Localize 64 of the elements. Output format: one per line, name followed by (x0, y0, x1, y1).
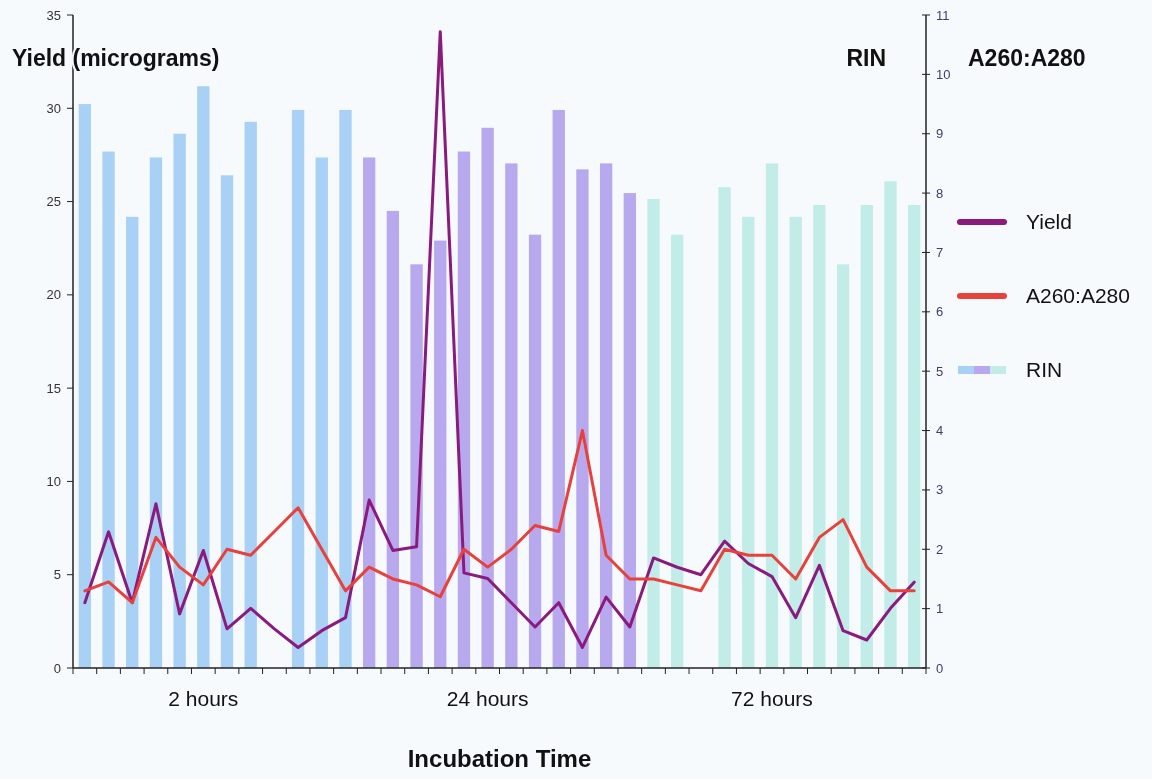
y2-tick-label: 5 (936, 363, 944, 379)
y-tick-label: 5 (53, 567, 61, 583)
y-tick-label: 20 (46, 287, 61, 303)
line-series (83, 429, 916, 605)
bar (647, 199, 660, 668)
bar (576, 169, 589, 668)
x-axis-title: Incubation Time (407, 745, 592, 772)
y2-tick-label: 4 (936, 423, 944, 439)
bar (599, 163, 613, 668)
y2-tick-label: 10 (936, 66, 951, 82)
bar (813, 204, 826, 668)
x-tick-label: 72 hours (731, 687, 813, 710)
bar (410, 264, 423, 668)
bar (244, 121, 257, 668)
x-tick-label: 2 hours (168, 687, 239, 710)
bar (197, 86, 210, 668)
y2-axis-title: RIN (846, 45, 886, 71)
y2-tick-label: 0 (936, 660, 944, 676)
bar (742, 216, 755, 668)
bar (765, 163, 779, 668)
bar (149, 157, 163, 668)
bar (528, 234, 542, 668)
y2-tick-label: 11 (936, 7, 950, 23)
y2-tick-label: 9 (936, 126, 944, 142)
y-tick-label: 30 (46, 100, 61, 116)
bar (907, 204, 921, 668)
bar (339, 109, 352, 668)
bar (836, 264, 850, 668)
bar (671, 234, 684, 668)
bar (434, 240, 447, 668)
y-tick-label: 35 (46, 7, 61, 23)
bar (552, 109, 565, 668)
bar (718, 187, 731, 668)
bar (623, 193, 636, 668)
y2-tick-label: 1 (936, 601, 944, 617)
bar (291, 109, 305, 668)
x-tick-label: 24 hours (446, 687, 529, 710)
bar (457, 151, 471, 668)
y2-tick-label: 7 (936, 245, 944, 260)
bar (481, 127, 494, 668)
y2-tick-label: 6 (936, 304, 944, 320)
bar (173, 133, 186, 668)
bar (789, 216, 802, 668)
y-tick-label: 15 (46, 380, 61, 396)
bar (220, 175, 234, 668)
legend-label: A260:A280 (1026, 284, 1130, 308)
y2-tick-label: 8 (936, 185, 944, 201)
text: A260:A280 (968, 45, 1086, 71)
bar (126, 216, 139, 668)
bar (102, 151, 115, 668)
y2-tick-label: 2 (936, 541, 944, 557)
bar (78, 104, 92, 668)
bar (884, 181, 897, 668)
legend-label: RIN (1026, 358, 1063, 382)
y2-tick-label: 3 (936, 482, 944, 498)
bar (505, 163, 518, 668)
bar (315, 157, 328, 668)
bar (363, 157, 376, 668)
y-tick-label: 0 (53, 660, 61, 676)
y-tick-label: 25 (46, 194, 61, 210)
bar (860, 204, 873, 668)
y-tick-label: 10 (46, 473, 61, 489)
bar (386, 210, 400, 668)
legend-label: Yield (1026, 210, 1072, 234)
